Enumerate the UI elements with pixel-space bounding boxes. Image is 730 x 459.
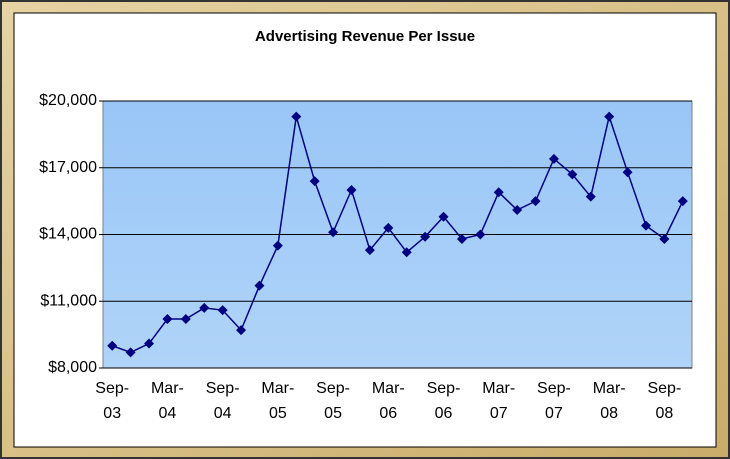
marker — [604, 111, 615, 122]
x-tick-label: Mar-08 — [592, 380, 626, 422]
marker — [272, 240, 283, 251]
marker — [125, 347, 136, 358]
marker — [144, 338, 155, 349]
marker — [659, 233, 670, 244]
marker — [585, 191, 596, 202]
y-tick-label: $14,000 — [39, 226, 97, 243]
marker — [622, 167, 633, 178]
x-tick-label: Sep-03 — [95, 380, 130, 422]
x-tick-label: Sep-07 — [537, 380, 571, 422]
y-tick-label: $20,000 — [39, 92, 97, 109]
marker — [383, 222, 394, 233]
marker — [456, 233, 467, 244]
marker — [493, 187, 504, 198]
marker — [199, 302, 210, 313]
x-tick-label: Mar-06 — [371, 380, 405, 422]
marker — [364, 245, 375, 256]
marker — [677, 196, 688, 207]
marker — [107, 340, 118, 351]
x-tick-label: Sep-08 — [647, 380, 682, 422]
marker — [512, 205, 523, 216]
marker — [346, 185, 357, 195]
x-tick-label: Sep-04 — [205, 380, 240, 422]
x-tick-label: Mar-07 — [482, 380, 516, 422]
marker — [162, 314, 173, 325]
marker — [438, 211, 449, 222]
marker — [328, 227, 339, 238]
marker — [236, 325, 247, 336]
marker — [567, 169, 578, 180]
chart-title: Advertising Revenue Per Issue — [255, 28, 475, 45]
x-tick-label: Mar-04 — [150, 380, 184, 422]
y-tick-label: $8,000 — [48, 359, 97, 376]
marker — [420, 231, 431, 242]
x-tick-label: Sep-06 — [426, 380, 461, 422]
marker — [475, 229, 486, 240]
x-tick-label: Mar-05 — [261, 380, 295, 422]
marker — [548, 153, 559, 164]
x-tick-label: Sep-05 — [316, 380, 350, 422]
marker — [291, 111, 302, 122]
marker — [401, 247, 412, 258]
marker — [180, 314, 191, 325]
marker — [530, 196, 541, 207]
y-tick-label: $17,000 — [39, 159, 97, 176]
marker — [217, 305, 228, 316]
y-tick-label: $11,000 — [40, 292, 97, 309]
marker — [254, 280, 265, 291]
marker — [640, 220, 651, 231]
marker — [309, 176, 320, 187]
